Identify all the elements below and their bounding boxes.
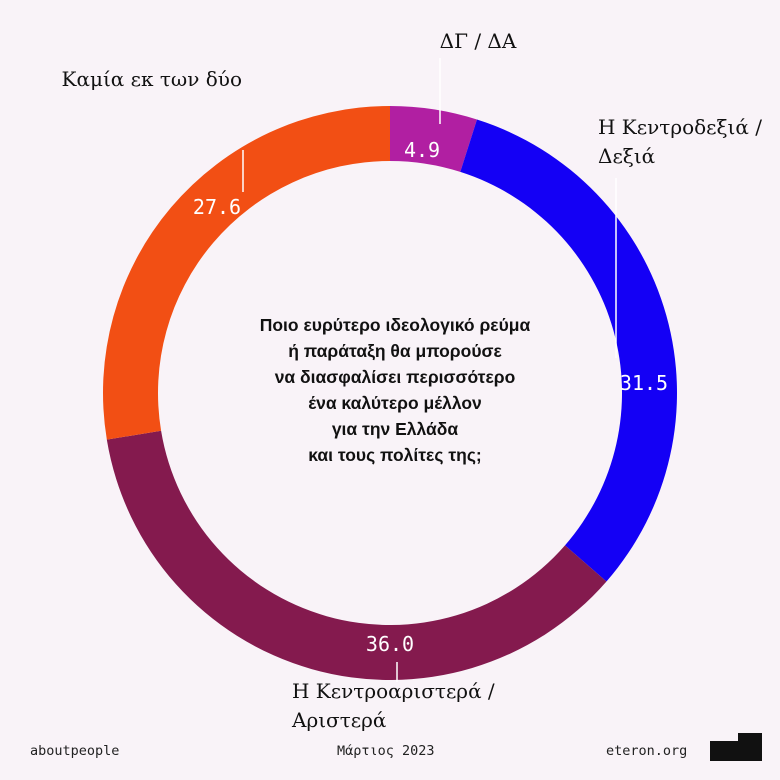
question-line: ένα καλύτερο μέλλον <box>308 393 482 413</box>
publisher-url: eteron.org <box>606 743 688 759</box>
category-label-centre-left-line1: Η Κεντροαριστερά / <box>292 679 495 703</box>
segment-none <box>102 106 390 440</box>
category-label-centre-left-line2: Αριστερά <box>291 708 386 732</box>
category-labels: ΔΓ / ΔΑ Η Κεντροδεξιά / Δεξιά Η Κεντροαρ… <box>62 29 763 732</box>
label-connectors <box>242 58 617 682</box>
segment-centre-left <box>106 430 607 681</box>
eteron-logo-icon <box>710 733 762 761</box>
donut-segments <box>102 106 677 681</box>
value-labels: 4.9 31.5 36.0 27.6 <box>193 138 668 656</box>
value-label-dg-da: 4.9 <box>404 138 440 162</box>
value-label-none: 27.6 <box>193 195 241 219</box>
question-line: Ποιο ευρύτερο ιδεολογικό ρεύμα <box>259 315 531 335</box>
value-label-centre-right: 31.5 <box>620 371 668 395</box>
date-label: Μάρτιος 2023 <box>337 743 435 759</box>
source-credit: aboutpeople <box>30 743 120 759</box>
question-line: ή παράταξη θα μπορούσε <box>288 341 502 361</box>
question-line: να διασφαλίσει περισσότερο <box>274 367 516 387</box>
segment-dg-da <box>390 106 477 172</box>
segment-centre-right <box>460 119 677 582</box>
category-label-centre-right-line2: Δεξιά <box>598 144 655 168</box>
chart-question: Ποιο ευρύτερο ιδεολογικό ρεύμα ή παράταξ… <box>195 312 595 468</box>
question-line: και τους πολίτες της; <box>308 445 482 465</box>
category-label-none: Καμία εκ των δύο <box>62 67 243 91</box>
category-label-dg-da: ΔΓ / ΔΑ <box>440 29 517 53</box>
value-label-centre-left: 36.0 <box>366 632 414 656</box>
question-line: για την Ελλάδα <box>331 419 459 439</box>
category-label-centre-right-line1: Η Κεντροδεξιά / <box>598 115 762 139</box>
